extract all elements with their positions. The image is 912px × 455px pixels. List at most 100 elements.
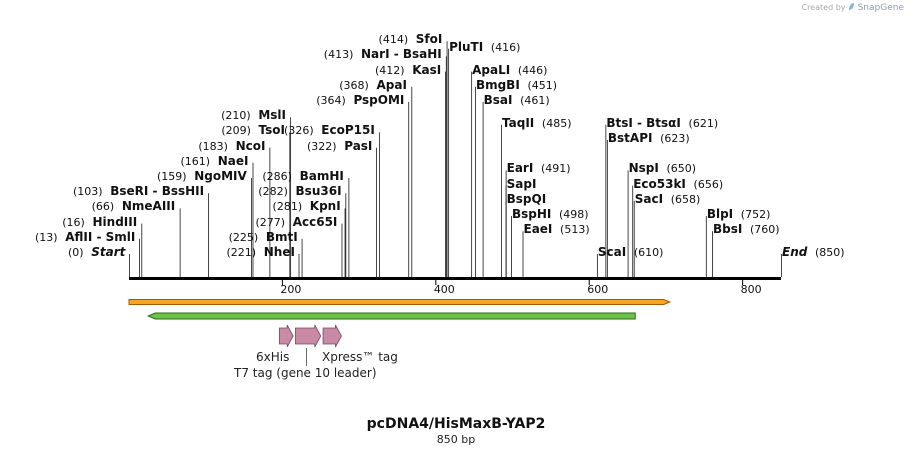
site-position: (221) (226, 246, 257, 259)
site-label-sapi[interactable]: SapI (507, 177, 544, 192)
site-position: (209) (221, 124, 251, 138)
site-label-eari[interactable]: EarI (491) (507, 161, 571, 176)
feature-orf-bar (128, 299, 672, 305)
site-label-bmgbi[interactable]: BmgBI (451) (476, 78, 557, 93)
site-position: (183) (198, 139, 228, 153)
site-label-bsphi[interactable]: BspHI (498) (512, 207, 589, 222)
site-label-nari-bsahi[interactable]: (413) NarI - BsaHI (324, 47, 442, 62)
snapgene-credit[interactable]: Created by ‍ SnapGene (801, 2, 904, 13)
site-position: (752) (740, 208, 771, 221)
site-label-tsoi[interactable]: (209) TsoI (221, 123, 285, 138)
site-label-apai[interactable]: (368) ApaI (339, 78, 407, 93)
site-label-msli[interactable]: (210) MslI (221, 108, 286, 123)
site-position: (368) (339, 78, 369, 92)
site-label-bseri-bsshii[interactable]: (103) BseRI - BssHII (73, 184, 204, 199)
feature-label-6xhis[interactable]: 6xHis (256, 350, 290, 364)
site-name: PasI (344, 138, 373, 153)
site-label-pspomi[interactable]: (364) PspOMI (316, 93, 404, 108)
site-name: PluTI (449, 39, 484, 54)
site-position: (491) (540, 162, 571, 176)
snapgene-leaf-icon: ‍ (848, 3, 855, 12)
site-name: BseRI - BssHII (110, 184, 205, 199)
site-name: SapI (506, 176, 537, 191)
site-label-kpni[interactable]: (281) KpnI (273, 199, 341, 214)
site-position: (461) (520, 94, 550, 107)
site-name: PspOMI (353, 93, 405, 107)
site-position: (412) (375, 63, 405, 77)
site-position: (210) (221, 109, 251, 123)
site-position: (277) (255, 215, 286, 229)
site-name: TaqII (502, 115, 535, 130)
site-label-ecop15i[interactable]: (326) EcoP15I (284, 123, 375, 138)
site-label-nhei[interactable]: (221) NheI (227, 245, 295, 260)
ruler-label-200: 200 (280, 283, 302, 296)
site-position: (103) (73, 185, 103, 199)
site-label-pluti[interactable]: PluTI (416) (449, 40, 520, 55)
feature-label-xpress[interactable]: Xpress™ tag (322, 350, 398, 364)
site-name: Eco53kI (633, 176, 686, 191)
site-name: BspQI (506, 191, 547, 206)
site-position: (414) (378, 33, 409, 47)
site-name: BamHI (299, 169, 344, 183)
site-label-hindiii[interactable]: (16) HindIII (62, 215, 137, 230)
site-position: (760) (749, 223, 780, 237)
site-label-pasi[interactable]: (322) PasI (307, 139, 372, 154)
site-label-bsu36i[interactable]: (282) Bsu36I (258, 184, 341, 199)
feature-t7-arrow (295, 324, 322, 348)
site-label-sfoi[interactable]: (414) SfoI (379, 32, 443, 47)
feature-xpress-arrow (322, 324, 342, 348)
site-label-blpi[interactable]: BlpI (752) (707, 207, 771, 222)
site-label-ngomiv[interactable]: (159) NgoMIV (157, 169, 247, 184)
site-name: NmeAIII (121, 199, 176, 214)
site-position: (485) (541, 116, 572, 130)
site-label-eaei[interactable]: EaeI (513) (524, 222, 590, 237)
site-label-bsai[interactable]: BsaI (461) (484, 93, 550, 108)
site-label-saci[interactable]: SacI (658) (635, 192, 701, 207)
site-position: (66) (91, 200, 115, 214)
site-position: (451) (527, 78, 558, 92)
site-position: (498) (559, 208, 589, 221)
site-position: (416) (490, 40, 521, 54)
site-position: (286) (262, 170, 292, 183)
site-name: NcoI (235, 138, 266, 153)
credit-brand: SnapGene (857, 3, 904, 13)
site-label-naei[interactable]: (161) NaeI (180, 154, 248, 169)
site-label-kasi[interactable]: (412) KasI (375, 63, 441, 78)
site-position: (850) (814, 246, 845, 259)
site-name: EaeI (523, 222, 553, 237)
site-name: BsaI (483, 93, 513, 107)
site-label-taqii[interactable]: TaqII (485) (502, 116, 572, 131)
site-label-bbsi[interactable]: BbsI (760) (713, 222, 780, 237)
feature-label-t7[interactable]: T7 tag (gene 10 leader) (234, 366, 377, 380)
site-label-apali[interactable]: ApaLI (446) (472, 63, 547, 78)
site-name: ApaLI (472, 62, 511, 77)
site-label-acc65i[interactable]: (277) Acc65I (255, 215, 337, 230)
site-label-eco53ki[interactable]: Eco53kI (656) (633, 177, 723, 192)
site-label-nspi[interactable]: NspI (650) (629, 161, 696, 176)
site-label-nmeaiii[interactable]: (66) NmeAIII (92, 199, 176, 214)
site-label-bspqi[interactable]: BspQI (507, 192, 554, 207)
site-label-end[interactable]: End (850) (782, 245, 845, 260)
site-label-ncoi[interactable]: (183) NcoI (198, 139, 265, 154)
map-title: pcDNA4/HisMaxB-YAP2 (366, 416, 546, 432)
site-label-bmti[interactable]: (225) BmtI (229, 230, 298, 245)
site-position: (621) (688, 116, 719, 130)
site-label-aflii-smli[interactable]: (13) AflII - SmlI (35, 230, 135, 245)
site-name: AflII - SmlI (65, 229, 136, 244)
site-label-bstapi[interactable]: BstAPI (623) (608, 131, 690, 146)
site-position: (656) (693, 177, 724, 191)
ruler-label-400: 400 (433, 283, 455, 296)
site-position: (225) (228, 230, 259, 244)
site-label-scai[interactable]: ScaI (610) (598, 245, 664, 260)
site-name: NarI - BsaHI (361, 47, 442, 62)
site-label-start[interactable]: (0) Start (68, 245, 125, 260)
ruler-label-600: 600 (587, 283, 609, 296)
site-position: (0) (68, 246, 84, 259)
site-label-btsi-bts-i[interactable]: BtsI - BtsαI (621) (606, 116, 718, 131)
site-position: (161) (180, 154, 211, 168)
site-name: TsoI (258, 123, 285, 138)
map-length: 850 bp (436, 433, 476, 446)
site-position: (326) (284, 124, 314, 138)
site-label-bamhi[interactable]: (286) BamHI (262, 169, 344, 184)
